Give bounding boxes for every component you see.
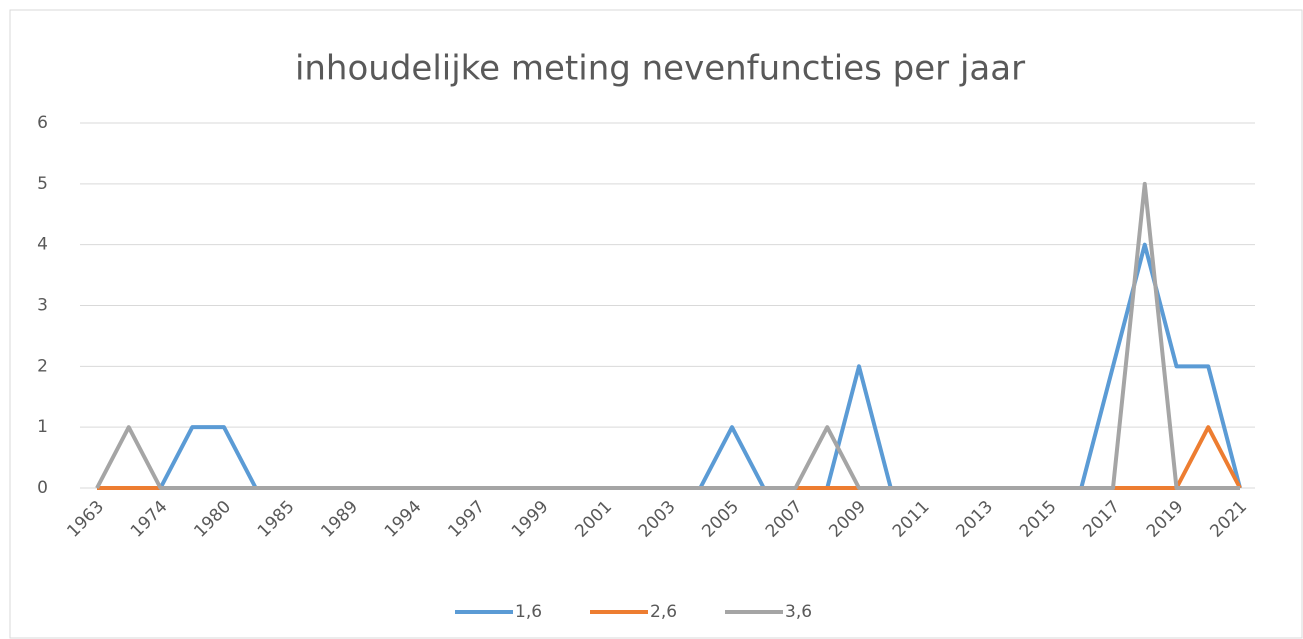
chart-title: inhoudelijke meting nevenfuncties per ja…	[295, 49, 1025, 89]
legend-label: 1,6	[515, 602, 542, 622]
y-tick-label: 3	[37, 296, 48, 316]
y-tick-label: 5	[37, 174, 48, 194]
y-tick-label: 1	[37, 417, 48, 437]
legend-label: 2,6	[650, 602, 677, 622]
series-line	[95, 181, 1240, 490]
y-tick-label: 0	[37, 478, 48, 498]
legend-label: 3,6	[785, 602, 812, 622]
chart-frame	[9, 9, 1303, 639]
y-tick-label: 2	[37, 356, 48, 376]
y-tick-label: 4	[37, 235, 48, 255]
y-tick-label: 6	[37, 113, 48, 133]
